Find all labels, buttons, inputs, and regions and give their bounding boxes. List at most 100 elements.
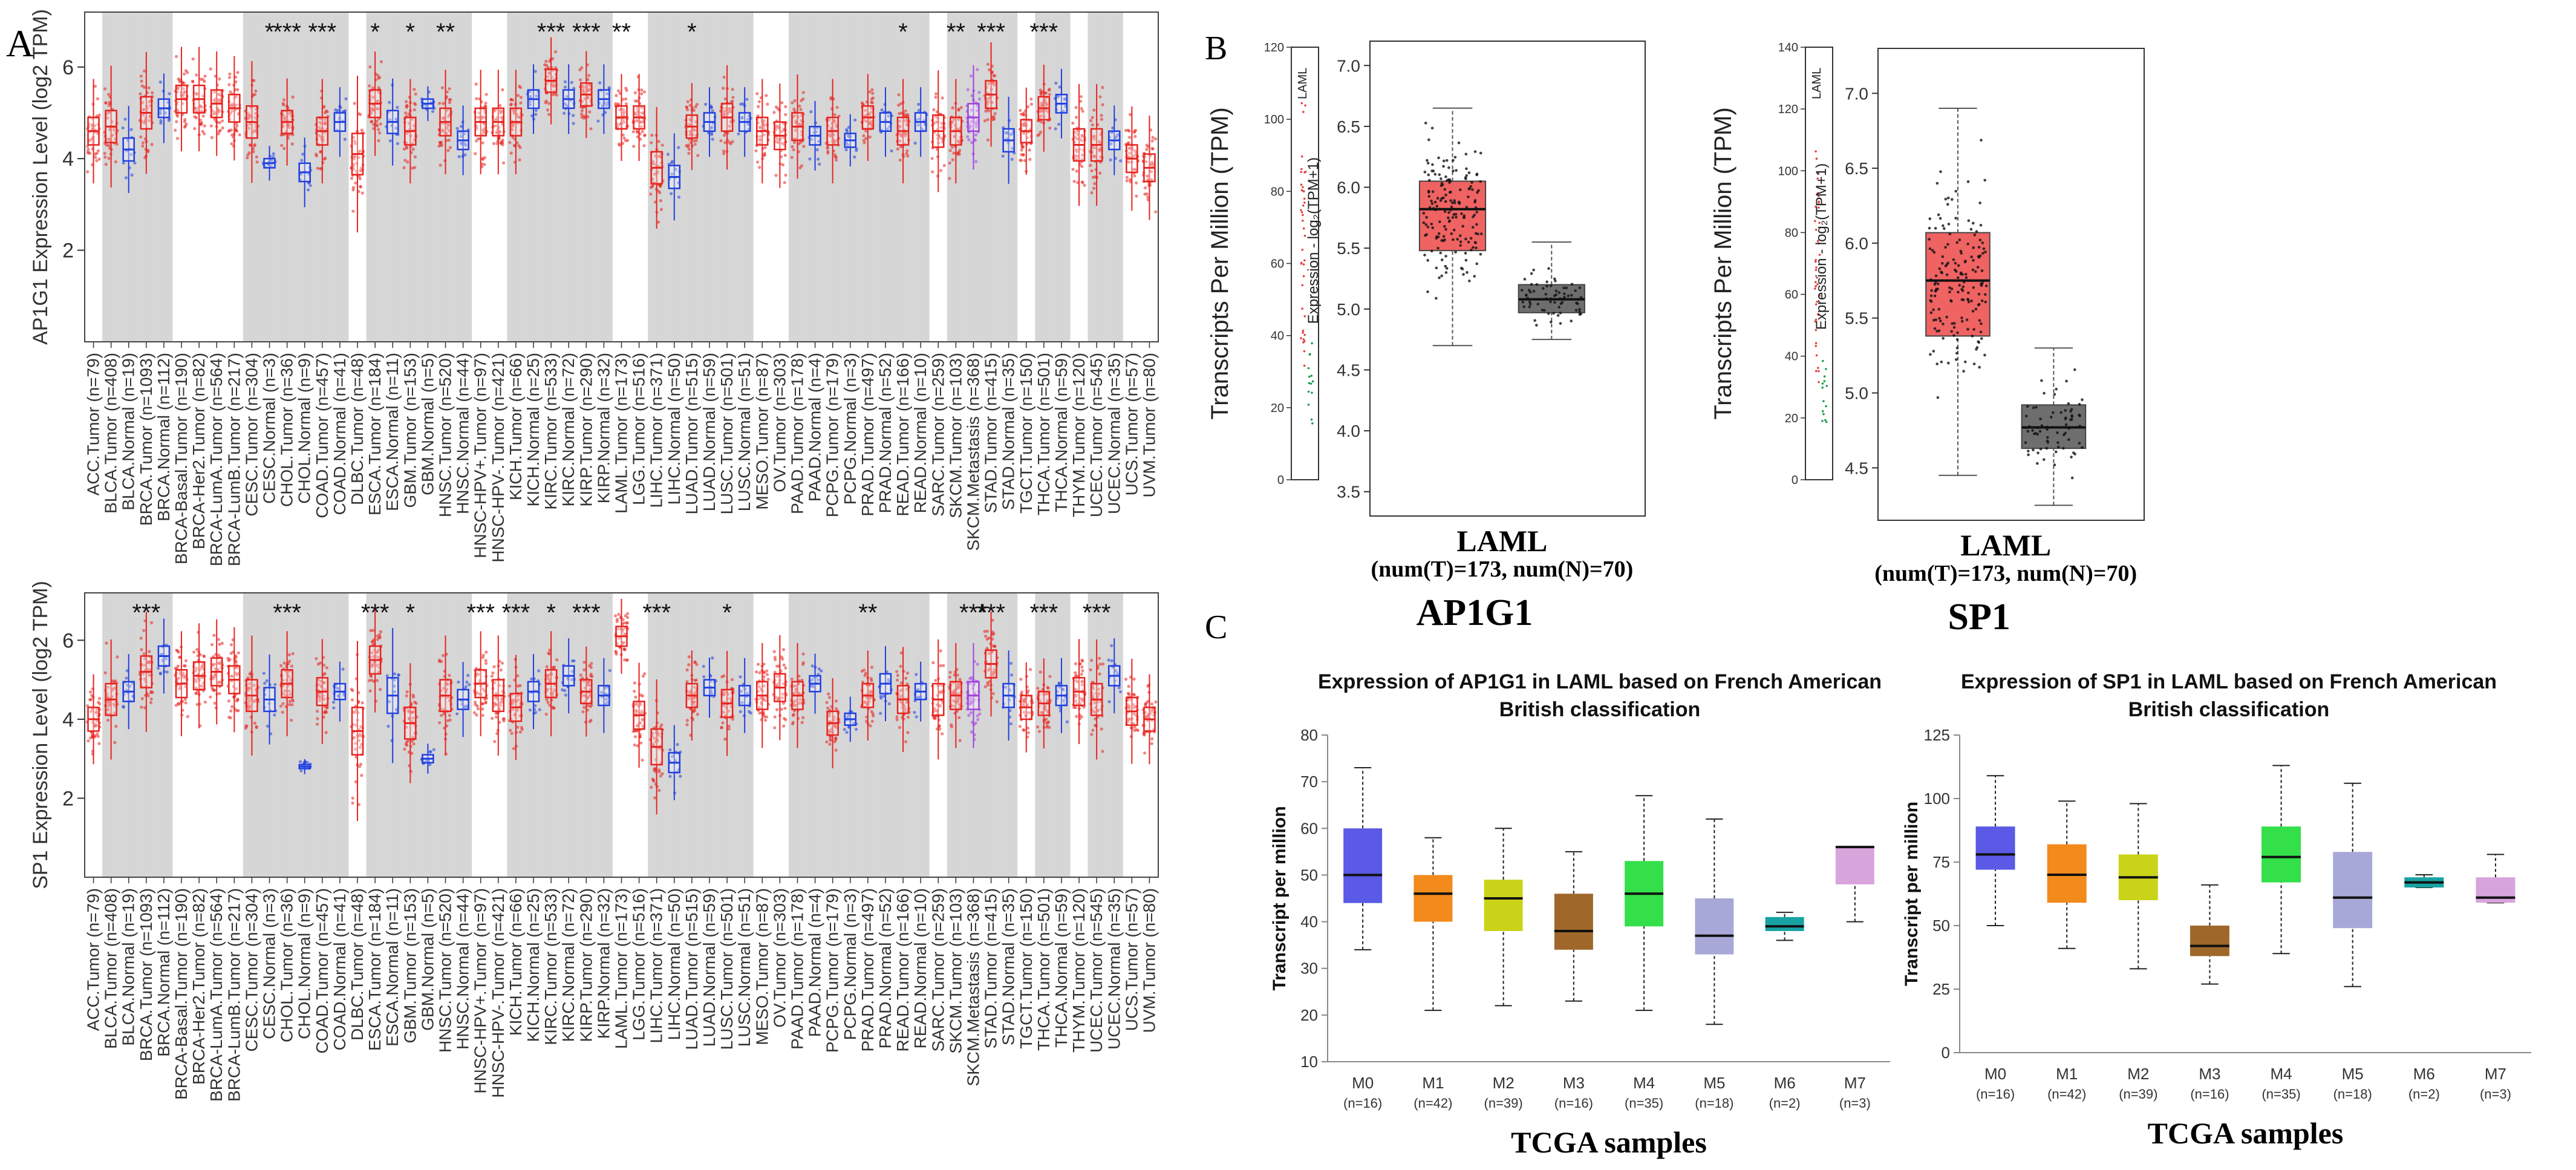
data-point (639, 92, 644, 96)
data-point (252, 150, 255, 154)
category-label: LIHC.Normal (n=50) (665, 888, 683, 1040)
data-point (218, 109, 221, 113)
data-point (727, 727, 731, 731)
data-point (1126, 128, 1130, 132)
data-point (799, 108, 803, 111)
data-point (440, 713, 443, 717)
category-label: UCS.Tumor (n=57) (1122, 353, 1141, 495)
shaded-band (595, 12, 613, 342)
data-point (143, 69, 146, 73)
data-point (334, 108, 337, 112)
data-point (915, 715, 918, 719)
data-point (405, 145, 408, 149)
data-point (229, 716, 232, 720)
data-point (431, 109, 435, 113)
data-point (147, 86, 151, 90)
data-point (377, 131, 382, 135)
data-point (518, 85, 521, 88)
data-point (693, 661, 697, 664)
data-point (139, 74, 143, 78)
data-point (747, 710, 751, 713)
data-point (501, 88, 504, 92)
category-label: CESC.Normal (n=3) (260, 888, 279, 1039)
data-point (880, 108, 884, 112)
data-point (376, 638, 379, 641)
data-point (103, 671, 107, 675)
data-point (696, 713, 699, 716)
data-point (657, 770, 661, 774)
data-point (784, 666, 787, 670)
data-point (1100, 117, 1103, 121)
shaded-band (296, 593, 314, 877)
data-point (474, 82, 478, 86)
panel-label-b: B (1205, 30, 1228, 67)
data-point (882, 694, 885, 698)
data-point (108, 111, 111, 114)
category-label: LGG.Tumor (n=516) (630, 888, 648, 1041)
data-point (641, 758, 644, 762)
data-point (270, 165, 273, 168)
data-point (765, 673, 769, 676)
data-point (1100, 114, 1103, 117)
data-point (572, 122, 575, 125)
category-label: UCEC.Tumor (n=545) (1087, 888, 1106, 1053)
data-point (406, 739, 410, 743)
data-point (631, 130, 635, 134)
data-point (731, 717, 735, 721)
data-point (186, 71, 189, 74)
data-point (139, 92, 142, 96)
y-axis-label: SP1 Expression Level (log2 TPM) (29, 581, 52, 889)
category-label: CHOL.Normal (n=9) (295, 353, 314, 504)
significance-marker: * (687, 19, 697, 45)
data-point (553, 50, 558, 54)
data-point (287, 653, 291, 656)
data-point (396, 105, 399, 109)
data-point (915, 673, 918, 676)
data-point (405, 744, 409, 747)
data-point (106, 718, 110, 722)
data-point (96, 734, 100, 738)
data-point (1071, 121, 1075, 125)
data-point (545, 698, 549, 701)
data-point (895, 718, 899, 722)
significance-marker: *** (273, 19, 301, 45)
data-point (1029, 97, 1033, 101)
data-point (350, 177, 354, 180)
data-point (299, 769, 303, 773)
data-point (1093, 181, 1097, 185)
data-point (758, 166, 761, 169)
data-point (578, 78, 582, 82)
data-point (484, 93, 488, 96)
data-point (290, 664, 294, 668)
category-label: LIHC.Tumor (n=371) (647, 888, 666, 1044)
data-point (970, 141, 974, 145)
data-point (282, 98, 286, 102)
data-point (86, 150, 90, 154)
data-point (693, 142, 697, 146)
category-label: BRCA-LumB.Tumor (n=217) (224, 888, 243, 1102)
data-point (116, 655, 119, 659)
data-point (183, 90, 186, 94)
data-point (475, 97, 478, 100)
data-point (934, 96, 937, 99)
data-point (896, 673, 899, 678)
data-point (437, 659, 442, 663)
category-label: LGG.Tumor (n=516) (630, 353, 648, 505)
category-label: PCPG.Normal (n=3) (841, 888, 859, 1040)
data-point (711, 109, 714, 113)
category-label: OV.Tumor (n=303) (770, 888, 789, 1028)
data-point (412, 742, 416, 746)
data-point (719, 139, 723, 143)
category-label: KICH.Normal (n=25) (524, 888, 543, 1042)
data-point (651, 778, 655, 782)
data-point (968, 677, 972, 681)
data-point (140, 84, 144, 88)
data-point (229, 643, 233, 647)
data-point (1150, 139, 1154, 143)
data-point (396, 142, 400, 145)
data-point (941, 732, 944, 736)
data-point (182, 664, 186, 668)
data-point (176, 87, 180, 90)
category-label: CHOL.Normal (n=9) (295, 888, 314, 1039)
data-point (484, 701, 487, 705)
